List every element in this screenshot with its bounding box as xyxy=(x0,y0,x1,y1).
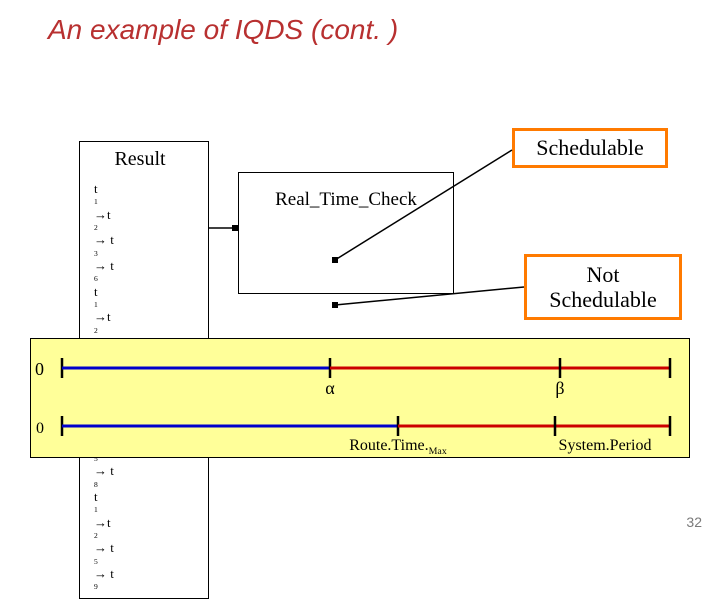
not-schedulable-label-bot: Schedulable xyxy=(549,287,657,312)
result-item: t1→t2→ t3→ t6 xyxy=(94,181,186,284)
timeline-panel xyxy=(30,338,690,458)
realtime-check-box: Real_Time_Check xyxy=(238,172,454,294)
not-schedulable-label-top: Not xyxy=(587,262,620,287)
page-number: 32 xyxy=(686,514,702,530)
result-item: t1→t2→ t5→ t9 xyxy=(94,489,186,592)
schedulable-label: Schedulable xyxy=(536,135,644,161)
schedulable-box: Schedulable xyxy=(512,128,668,168)
result-heading: Result xyxy=(94,148,186,171)
not-schedulable-box: Not Schedulable xyxy=(524,254,682,320)
page-title: An example of IQDS (cont. ) xyxy=(48,14,398,46)
realtime-check-label: Real_Time_Check xyxy=(275,189,417,211)
